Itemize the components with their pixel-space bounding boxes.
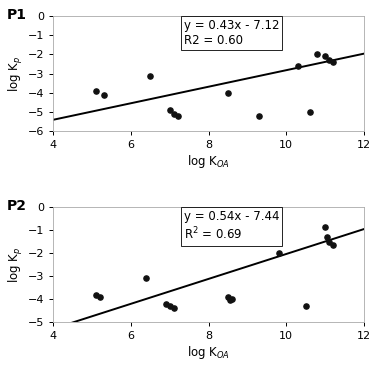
X-axis label: log K$_{OA}$: log K$_{OA}$ <box>187 153 230 170</box>
Point <box>93 88 99 94</box>
Point <box>170 305 177 311</box>
Text: y = 0.54x - 7.44
R$^2$ = 0.69: y = 0.54x - 7.44 R$^2$ = 0.69 <box>184 210 279 243</box>
Point <box>167 107 173 113</box>
Point <box>322 224 328 230</box>
Y-axis label: log K$_p$: log K$_p$ <box>7 56 25 92</box>
Point <box>163 301 169 307</box>
Point <box>276 250 282 256</box>
Point <box>326 57 332 63</box>
X-axis label: log K$_{OA}$: log K$_{OA}$ <box>187 344 230 361</box>
Point <box>93 291 99 297</box>
Point <box>295 63 301 69</box>
Point <box>147 72 153 78</box>
Point <box>143 276 149 282</box>
Point <box>101 92 107 98</box>
Point <box>256 113 262 119</box>
Point <box>97 294 103 300</box>
Text: P1: P1 <box>7 8 26 22</box>
Point <box>324 234 330 240</box>
Point <box>225 294 231 300</box>
Point <box>225 90 231 96</box>
Point <box>330 59 336 65</box>
Point <box>330 242 336 248</box>
Point <box>303 303 309 309</box>
Point <box>227 297 233 303</box>
Point <box>170 111 177 117</box>
Point <box>175 113 181 119</box>
Point <box>326 238 332 244</box>
Point <box>229 296 235 302</box>
Point <box>167 303 173 309</box>
Point <box>322 53 328 59</box>
Y-axis label: log K$_p$: log K$_p$ <box>7 247 25 283</box>
Text: P2: P2 <box>7 199 26 213</box>
Point <box>307 109 313 115</box>
Text: y = 0.43x - 7.12
R2 = 0.60: y = 0.43x - 7.12 R2 = 0.60 <box>184 20 279 47</box>
Point <box>314 52 321 57</box>
